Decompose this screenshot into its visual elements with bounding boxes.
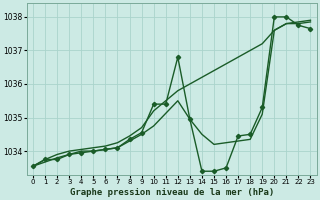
X-axis label: Graphe pression niveau de la mer (hPa): Graphe pression niveau de la mer (hPa) xyxy=(70,188,274,197)
